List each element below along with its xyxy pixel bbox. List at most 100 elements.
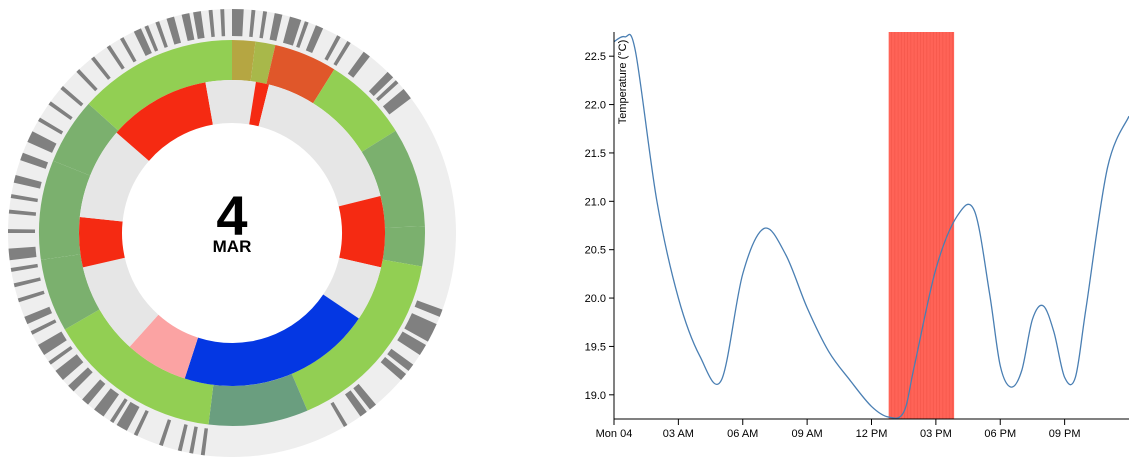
y-tick-label: 19.0 <box>585 390 606 402</box>
inner-ring-segment <box>78 217 125 268</box>
activity-mark <box>166 16 182 45</box>
activity-mark <box>189 426 198 454</box>
x-tick-label: 12 PM <box>856 428 888 440</box>
activity-mark <box>324 35 341 61</box>
activity-mark <box>376 80 399 102</box>
inner-ring-segment <box>79 132 149 222</box>
activity-mark <box>380 356 407 380</box>
activity-mark <box>259 11 268 39</box>
activity-mark <box>353 383 376 410</box>
activity-mark <box>305 25 324 54</box>
middle-ring-segment <box>88 40 232 131</box>
activity-mark <box>368 71 394 97</box>
activity-mark <box>38 331 67 355</box>
middle-ring-segment <box>250 41 276 84</box>
middle-ring-segment <box>313 69 396 152</box>
y-tick-label: 21.0 <box>585 196 606 208</box>
activity-mark <box>17 290 45 303</box>
activity-mark <box>344 390 367 417</box>
activity-mark <box>94 388 120 417</box>
middle-ring-segment <box>232 40 256 82</box>
activity-mark <box>181 13 195 42</box>
x-tick-label: 09 PM <box>1049 428 1081 440</box>
y-axis-ticks: 19.0 19.5 20.0 20.5 21.0 21.5 22.0 22.5 <box>585 51 614 402</box>
x-tick-label: 03 AM <box>663 428 694 440</box>
activity-mark <box>48 101 73 121</box>
activity-mark <box>76 69 98 92</box>
activity-mark <box>397 331 426 355</box>
activity-mark <box>382 89 411 115</box>
activity-mark <box>177 424 188 452</box>
activity-mark <box>8 209 37 216</box>
activity-mark <box>296 21 309 48</box>
inner-ring-segment <box>129 314 199 379</box>
activity-mark <box>27 131 57 153</box>
activity-mark <box>13 277 41 288</box>
activity-mark <box>38 117 64 135</box>
middle-ring-segment <box>266 44 335 104</box>
y-axis-title: Temperature (°C) <box>617 40 629 124</box>
y-tick-label: 22.0 <box>585 100 606 112</box>
middle-ring-segment <box>361 130 425 228</box>
activity-mark <box>133 28 152 56</box>
activity-mark <box>249 9 256 38</box>
activity-mark <box>10 263 38 272</box>
middle-ring <box>39 40 425 426</box>
activity-mark <box>48 345 73 365</box>
middle-ring-segment <box>53 103 119 176</box>
activity-mark <box>8 229 36 233</box>
y-tick-label: 19.5 <box>585 341 606 353</box>
temperature-series-line <box>613 33 1129 419</box>
activity-mark <box>10 194 38 203</box>
activity-mark <box>30 319 57 335</box>
middle-ring-segment <box>291 259 423 411</box>
x-tick-label: 09 AM <box>792 428 823 440</box>
inner-ring-segment <box>249 81 270 127</box>
activity-mark <box>155 21 168 48</box>
outer-ring <box>7 9 456 458</box>
activity-mark <box>159 419 172 447</box>
activity-mark <box>120 37 137 63</box>
activity-mark <box>116 401 140 431</box>
x-tick-label: Mon 04 <box>596 428 633 440</box>
activity-mark <box>133 410 149 437</box>
highlight-band <box>888 32 955 419</box>
activity-mark <box>24 306 53 325</box>
inner-ring-segment <box>232 80 256 125</box>
inner-ring-segment <box>205 80 232 125</box>
x-tick-label: 03 PM <box>920 428 952 440</box>
activity-mark <box>193 11 205 39</box>
inner-ring-segment <box>184 294 359 387</box>
y-tick-label: 22.5 <box>585 51 606 63</box>
activity-mark <box>269 13 283 42</box>
y-tick-label: 21.5 <box>585 148 606 160</box>
middle-ring-segment <box>39 160 91 260</box>
activity-mark <box>347 51 370 78</box>
activity-mark <box>106 45 125 70</box>
x-tick-label: 06 AM <box>727 428 758 440</box>
inner-ring-segment <box>338 195 385 268</box>
activity-mark <box>8 246 37 261</box>
radial-activity-chart: 4 MAR <box>7 9 456 458</box>
y-tick-label: 20.0 <box>585 293 606 305</box>
activity-mark <box>232 9 244 37</box>
inner-ring <box>78 80 385 387</box>
activity-mark <box>208 9 215 38</box>
inner-ring-segment <box>82 257 159 347</box>
activity-mark <box>110 398 128 423</box>
activity-mark <box>220 9 226 37</box>
activity-mark <box>13 175 42 189</box>
y-tick-label: 20.5 <box>585 245 606 257</box>
activity-mark <box>333 40 351 66</box>
middle-ring-segment <box>40 254 100 330</box>
middle-ring-segment <box>64 309 214 425</box>
date-month: MAR <box>213 237 252 256</box>
activity-mark <box>414 300 443 317</box>
inner-ring-segment <box>323 257 382 319</box>
activity-mark <box>282 16 302 46</box>
middle-ring-segment <box>208 373 308 426</box>
activity-mark <box>387 348 414 371</box>
activity-mark <box>20 152 49 169</box>
highlight-stripes <box>891 32 953 419</box>
activity-mark <box>200 428 208 456</box>
